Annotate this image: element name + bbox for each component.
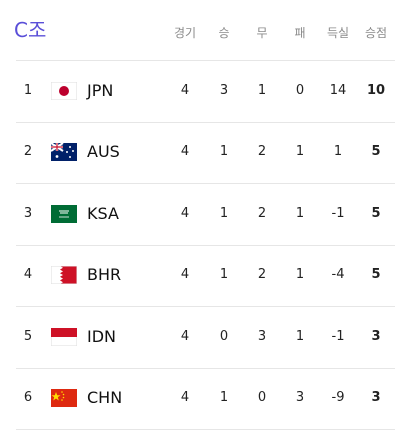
stat-cell: 4 — [180, 205, 190, 221]
stat-cell: 14 — [329, 82, 347, 98]
column-header: 패 — [294, 26, 306, 40]
rank: 4 — [23, 267, 33, 283]
team-name: JPN — [87, 80, 114, 100]
flag-icon — [50, 81, 78, 101]
stat-cell: 0 — [257, 390, 267, 406]
column-header: 득실 — [326, 26, 350, 40]
row-divider — [16, 429, 395, 430]
rank: 5 — [23, 328, 33, 344]
team-flag — [50, 142, 77, 162]
stat-cell: 4 — [180, 144, 190, 160]
stat-cell: 2 — [257, 205, 267, 221]
stat-cell: 0 — [295, 82, 305, 98]
stat-cell: 4 — [180, 390, 190, 406]
rank: 2 — [23, 144, 33, 160]
stat-cell: 0 — [219, 328, 229, 344]
stat-cell: 3 — [219, 82, 229, 98]
stat-cell: 1 — [295, 328, 305, 344]
points: 5 — [371, 205, 381, 221]
team-flag — [50, 81, 78, 101]
stat-cell: 1 — [295, 267, 305, 283]
stat-cell: 3 — [257, 328, 267, 344]
team-flag — [51, 389, 77, 408]
stat-cell: 1 — [295, 144, 305, 160]
stat-cell: 3 — [295, 390, 305, 406]
team-name: KSA — [87, 203, 119, 223]
team-flag — [50, 265, 78, 285]
stat-cell: 1 — [257, 82, 267, 98]
row-divider — [16, 306, 395, 307]
stat-cell: 1 — [219, 205, 229, 221]
points: 5 — [371, 267, 381, 283]
stat-cell: -1 — [331, 328, 345, 344]
team-flag — [50, 327, 78, 347]
points: 3 — [371, 390, 381, 406]
points: 10 — [366, 82, 386, 98]
rank: 3 — [23, 205, 33, 221]
flag-icon — [50, 327, 78, 347]
rank: 1 — [23, 82, 33, 98]
stat-cell: -1 — [331, 205, 345, 221]
stat-cell: 2 — [257, 267, 267, 283]
flag-icon — [50, 265, 78, 285]
stat-cell: 1 — [219, 267, 229, 283]
stat-cell: 1 — [219, 390, 229, 406]
team-name: AUS — [87, 142, 120, 162]
stat-cell: 1 — [219, 144, 229, 160]
column-header: 승점 — [364, 26, 388, 40]
points: 5 — [371, 144, 381, 160]
row-divider — [16, 245, 395, 246]
row-divider — [16, 183, 395, 184]
flag-icon — [51, 389, 77, 408]
stat-cell: 2 — [257, 144, 267, 160]
rank: 6 — [23, 390, 33, 406]
points: 3 — [371, 328, 381, 344]
group-title: C조 — [14, 18, 47, 42]
stat-cell: -4 — [331, 267, 345, 283]
stat-cell: 1 — [295, 205, 305, 221]
team-name: CHN — [87, 388, 123, 408]
stat-cell: 4 — [180, 328, 190, 344]
team-name: IDN — [87, 326, 117, 346]
column-header: 경기 — [173, 26, 197, 40]
row-divider — [16, 60, 395, 61]
stat-cell: -9 — [331, 390, 345, 406]
row-divider — [16, 122, 395, 123]
column-header: 무 — [256, 26, 268, 40]
stat-cell: 4 — [180, 267, 190, 283]
team-name: BHR — [87, 265, 122, 285]
stat-cell: 4 — [180, 82, 190, 98]
row-divider — [16, 368, 395, 369]
flag-icon — [51, 204, 77, 223]
column-header: 승 — [218, 26, 230, 40]
flag-icon — [50, 142, 77, 162]
stat-cell: 1 — [333, 144, 343, 160]
team-flag — [51, 204, 77, 223]
